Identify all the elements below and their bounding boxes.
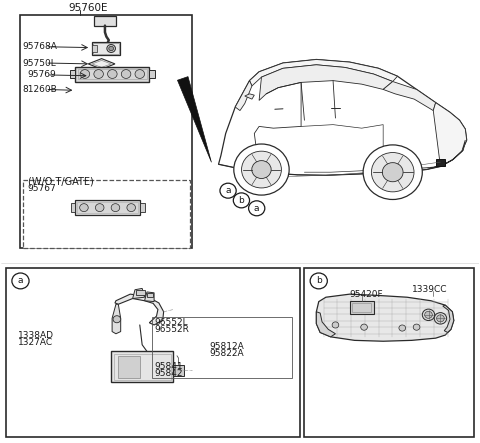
Text: 95812A: 95812A <box>209 342 244 351</box>
Polygon shape <box>88 58 115 69</box>
Polygon shape <box>245 94 254 99</box>
Circle shape <box>96 204 104 212</box>
Circle shape <box>310 273 327 289</box>
Bar <box>173 365 184 376</box>
Bar <box>23 180 190 248</box>
Circle shape <box>109 46 114 51</box>
Circle shape <box>111 204 120 212</box>
Circle shape <box>12 273 29 289</box>
Circle shape <box>220 183 236 198</box>
Circle shape <box>413 324 420 330</box>
Text: 1338AD: 1338AD <box>18 331 54 341</box>
Circle shape <box>372 152 414 192</box>
Circle shape <box>113 316 120 323</box>
Circle shape <box>252 161 271 179</box>
Circle shape <box>425 311 432 319</box>
Bar <box>111 351 173 382</box>
Circle shape <box>422 309 435 321</box>
Bar <box>78 69 147 79</box>
Polygon shape <box>132 288 144 299</box>
Text: 95768A: 95768A <box>23 42 58 51</box>
Polygon shape <box>443 305 454 332</box>
Circle shape <box>94 70 103 78</box>
Text: b: b <box>239 196 244 205</box>
Bar <box>304 268 474 437</box>
Bar <box>350 301 373 314</box>
Text: 95842: 95842 <box>154 369 182 378</box>
Polygon shape <box>383 82 436 111</box>
Circle shape <box>363 145 422 199</box>
Bar <box>149 70 155 78</box>
Bar <box>352 303 371 312</box>
Bar <box>75 66 149 82</box>
Circle shape <box>383 163 403 182</box>
Polygon shape <box>235 81 252 111</box>
Bar <box>118 356 140 378</box>
Text: a: a <box>18 276 23 285</box>
Bar <box>92 46 97 52</box>
Text: 95822A: 95822A <box>209 349 244 358</box>
Text: 1327AC: 1327AC <box>18 338 53 347</box>
Text: 95750L: 95750L <box>23 58 57 67</box>
Bar <box>95 16 116 26</box>
Circle shape <box>332 322 339 328</box>
Circle shape <box>80 204 88 212</box>
Circle shape <box>121 70 131 78</box>
Bar <box>140 203 144 212</box>
Text: 95760E: 95760E <box>68 3 108 13</box>
Bar <box>114 354 171 380</box>
Bar <box>75 200 140 215</box>
Bar <box>147 293 153 297</box>
Polygon shape <box>433 103 467 167</box>
Circle shape <box>437 315 444 322</box>
Polygon shape <box>218 59 467 175</box>
Polygon shape <box>316 294 454 341</box>
Bar <box>71 203 75 212</box>
Bar <box>6 268 300 437</box>
Bar <box>136 290 144 295</box>
Circle shape <box>108 70 117 78</box>
Circle shape <box>233 193 250 208</box>
Polygon shape <box>144 292 154 302</box>
Text: 95767: 95767 <box>28 184 56 193</box>
Text: 95420F: 95420F <box>350 290 384 299</box>
Circle shape <box>107 45 116 52</box>
Polygon shape <box>112 304 120 334</box>
Circle shape <box>434 313 446 324</box>
Bar <box>152 318 292 378</box>
Text: 95769: 95769 <box>28 70 56 79</box>
Bar <box>92 42 120 55</box>
Circle shape <box>234 144 289 195</box>
Bar <box>93 43 119 54</box>
Circle shape <box>361 324 367 330</box>
Circle shape <box>127 204 135 212</box>
Text: 1339CC: 1339CC <box>412 285 447 294</box>
Circle shape <box>399 325 406 331</box>
Text: b: b <box>316 276 322 285</box>
Text: a: a <box>254 204 260 213</box>
Polygon shape <box>316 312 336 337</box>
Polygon shape <box>259 65 393 101</box>
Polygon shape <box>250 59 397 86</box>
Text: 81260B: 81260B <box>23 85 58 94</box>
Bar <box>436 159 445 166</box>
Circle shape <box>80 70 90 78</box>
Bar <box>77 202 138 213</box>
Bar <box>21 15 192 248</box>
Circle shape <box>249 201 265 216</box>
Circle shape <box>135 70 144 78</box>
Text: 96552L: 96552L <box>154 318 188 327</box>
Polygon shape <box>115 294 164 325</box>
Polygon shape <box>393 140 465 172</box>
Bar <box>70 70 75 78</box>
Text: 96552R: 96552R <box>154 325 189 334</box>
Text: 95841: 95841 <box>154 362 183 371</box>
Text: (W/O T/GATE): (W/O T/GATE) <box>28 177 94 187</box>
Text: a: a <box>225 186 231 195</box>
Circle shape <box>241 151 281 188</box>
